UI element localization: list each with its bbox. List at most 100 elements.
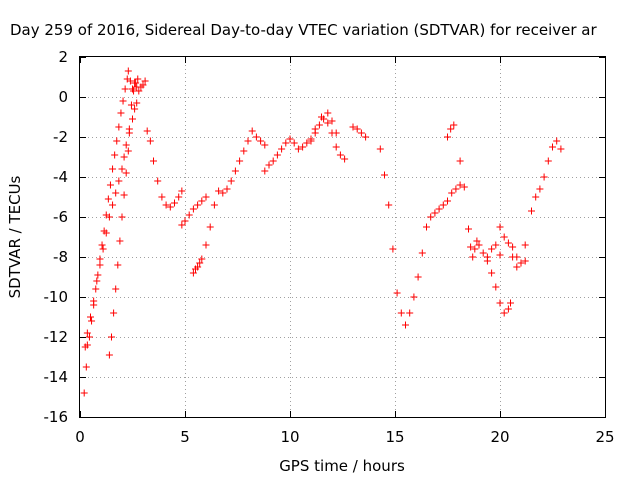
data-point	[94, 271, 102, 279]
data-point	[158, 193, 166, 201]
data-point	[110, 309, 118, 317]
data-point	[467, 243, 475, 251]
data-point	[303, 139, 311, 147]
data-point	[483, 253, 491, 261]
data-point	[500, 309, 508, 317]
data-point	[469, 253, 477, 261]
data-point	[126, 77, 134, 85]
data-point	[115, 177, 123, 185]
x-tick-label: 20	[490, 428, 509, 446]
data-point	[261, 167, 269, 175]
data-point	[349, 123, 357, 131]
data-point	[112, 189, 120, 197]
data-point	[162, 201, 170, 209]
y-axis-label: SDTVAR / TECUs	[6, 175, 24, 298]
data-point	[517, 259, 525, 267]
data-point	[124, 147, 132, 155]
data-point	[324, 109, 332, 117]
y-tick-label: -8	[53, 248, 68, 266]
data-point	[240, 147, 248, 155]
data-point	[244, 137, 252, 145]
x-tick-label: 0	[75, 428, 85, 446]
data-point	[231, 167, 239, 175]
data-point	[108, 333, 115, 341]
data-point	[393, 289, 401, 297]
data-point	[465, 225, 472, 233]
plot-frame	[79, 56, 606, 418]
data-point	[492, 283, 500, 291]
data-point	[456, 181, 464, 189]
data-point	[540, 173, 548, 181]
data-point	[189, 205, 197, 213]
data-point	[202, 241, 210, 249]
data-point	[452, 185, 460, 193]
data-point	[125, 125, 133, 133]
data-point	[435, 205, 443, 213]
data-point	[389, 245, 397, 253]
data-point	[496, 251, 504, 259]
data-point	[324, 119, 332, 127]
x-tick-label: 15	[385, 428, 404, 446]
data-point	[143, 127, 151, 135]
data-point	[194, 263, 202, 271]
data-point	[273, 151, 281, 159]
data-point	[150, 157, 157, 165]
data-point	[105, 213, 113, 221]
data-point	[113, 137, 121, 145]
data-point	[81, 343, 89, 351]
data-point	[479, 249, 487, 257]
data-point	[223, 185, 231, 193]
data-point	[307, 135, 315, 143]
data-point	[196, 259, 204, 267]
chart-title: Day 259 of 2016, Sidereal Day-to-day VTE…	[10, 21, 597, 39]
data-point	[381, 171, 388, 179]
data-point	[353, 125, 361, 133]
data-point	[122, 141, 130, 149]
data-point	[549, 143, 556, 151]
data-point	[132, 79, 140, 87]
data-point	[120, 153, 128, 161]
data-point	[166, 203, 174, 211]
data-point	[127, 101, 135, 109]
data-point	[269, 157, 277, 165]
data-point	[402, 321, 409, 329]
data-point	[202, 193, 210, 201]
data-point	[536, 185, 544, 193]
data-point	[189, 269, 197, 277]
data-point	[450, 121, 458, 129]
data-point	[122, 169, 130, 177]
data-point	[376, 145, 384, 153]
data-point	[134, 75, 142, 83]
data-point	[117, 109, 125, 117]
data-point	[444, 133, 451, 141]
data-point	[311, 125, 319, 133]
data-point	[111, 151, 119, 159]
data-point	[509, 253, 517, 261]
data-point	[219, 189, 227, 197]
data-point	[282, 139, 290, 147]
data-point	[257, 137, 265, 145]
data-point	[185, 211, 193, 219]
data-point	[439, 201, 447, 209]
data-point	[475, 241, 483, 249]
data-point	[336, 151, 344, 159]
data-point	[473, 237, 481, 245]
data-point	[460, 183, 468, 191]
x-tick-label: 5	[180, 428, 190, 446]
data-point	[115, 123, 123, 131]
y-tick-label: -4	[53, 168, 68, 186]
data-point	[496, 299, 504, 307]
data-point	[88, 317, 96, 325]
data-point	[206, 223, 214, 231]
data-point	[553, 137, 561, 145]
y-tick-label: -6	[53, 208, 68, 226]
data-point	[500, 233, 508, 241]
data-point	[106, 181, 114, 189]
data-point	[504, 305, 512, 313]
data-point	[397, 309, 405, 317]
data-point	[278, 145, 286, 153]
data-point	[492, 241, 500, 249]
data-point	[215, 187, 223, 195]
data-point	[198, 197, 206, 205]
